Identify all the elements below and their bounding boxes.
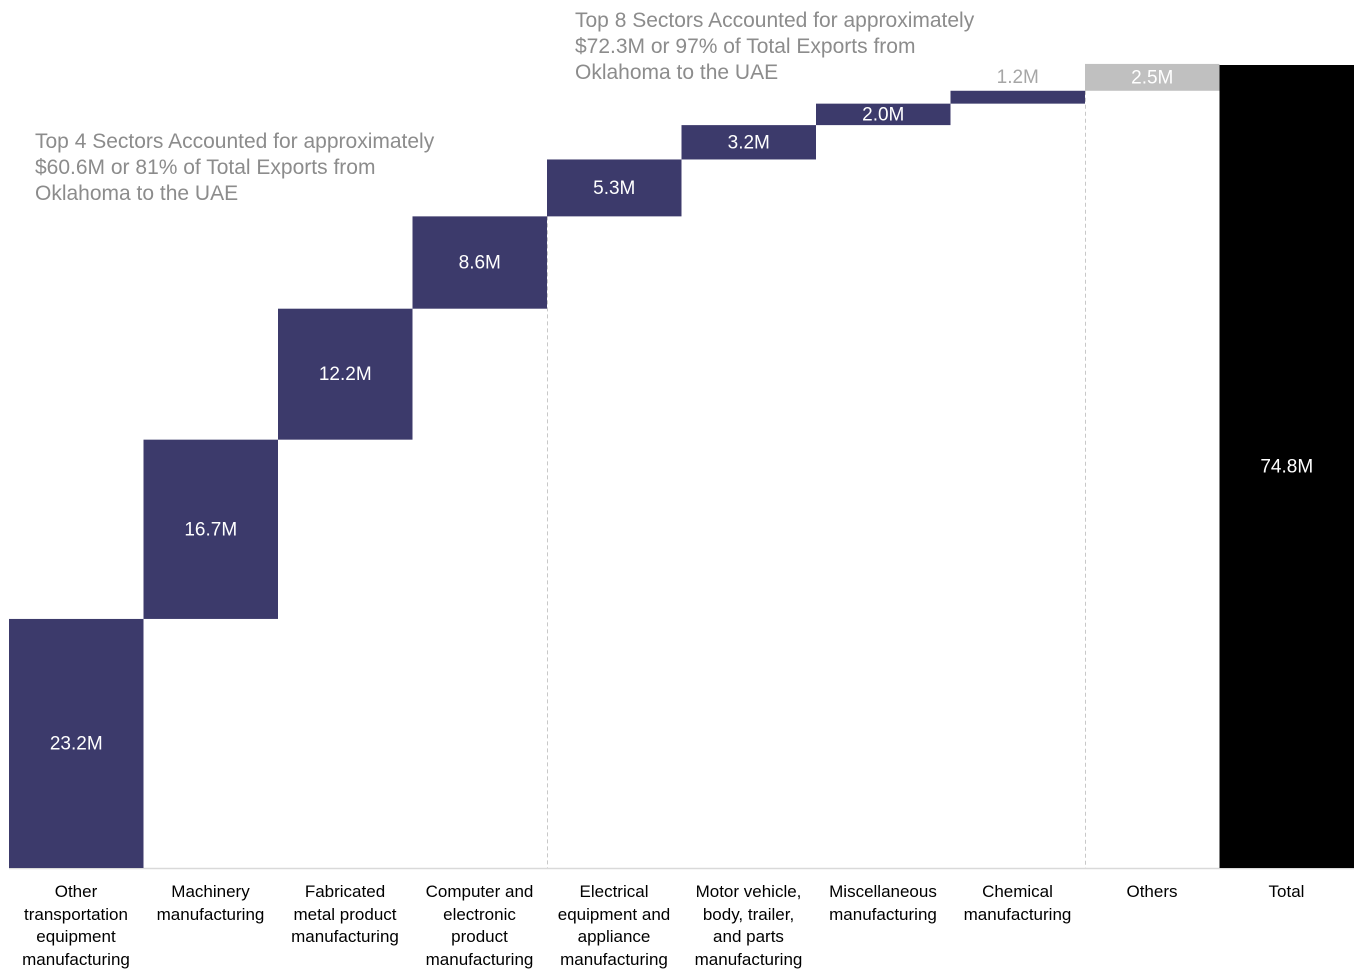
value-label-4: 5.3M: [593, 178, 635, 199]
annotation-line: Top 4 Sectors Accounted for approximatel…: [35, 130, 435, 153]
annotation-line: Oklahoma to the UAE: [575, 61, 779, 84]
category-label-4: Electrical equipment and appliance manuf…: [557, 882, 671, 969]
bar-0: [9, 618, 144, 868]
value-label-5: 3.2M: [728, 132, 770, 153]
bar-2: [278, 308, 413, 440]
bar-4: [547, 159, 682, 217]
category-label-6: Miscellaneous manufacturing: [829, 882, 937, 924]
category-label-1: Machinery manufacturing: [156, 882, 265, 924]
bar-9: [1219, 65, 1354, 868]
bar-1: [143, 439, 278, 619]
value-label-9: 74.8M: [1260, 457, 1313, 478]
annotation-line: $60.6M or 81% of Total Exports from: [35, 156, 376, 179]
annotation-line: Top 8 Sectors Accounted for approximatel…: [575, 9, 975, 32]
bar-5: [681, 125, 816, 160]
bar-6: [816, 103, 951, 126]
value-label-7: 1.2M: [997, 67, 1039, 88]
category-label-2: Fabricated metal product manufacturing: [291, 882, 399, 946]
category-label-9: Total: [1268, 882, 1305, 901]
annotation-top-4: Top 4 Sectors Accounted for approximatel…: [35, 129, 505, 207]
bar-8: [1085, 63, 1220, 91]
bar-7: [950, 90, 1085, 104]
value-label-3: 8.6M: [459, 253, 501, 274]
value-label-8: 2.5M: [1131, 67, 1173, 88]
category-label-0: Other transportation equipment manufactu…: [22, 882, 130, 969]
annotation-line: $72.3M or 97% of Total Exports from: [575, 35, 916, 58]
value-label-6: 2.0M: [862, 104, 904, 125]
value-label-0: 23.2M: [50, 733, 103, 754]
annotation-top-8: Top 8 Sectors Accounted for approximatel…: [575, 8, 1045, 86]
value-label-2: 12.2M: [319, 364, 372, 385]
bar-3: [412, 216, 547, 309]
category-label-3: Computer and electronic product manufact…: [425, 882, 534, 969]
category-label-8: Others: [1126, 882, 1178, 901]
category-label-7: Chemical manufacturing: [963, 882, 1072, 924]
category-label-5: Motor vehicle, body, trailer, and parts …: [694, 882, 803, 969]
value-label-1: 16.7M: [184, 519, 237, 540]
annotation-line: Oklahoma to the UAE: [35, 182, 239, 205]
